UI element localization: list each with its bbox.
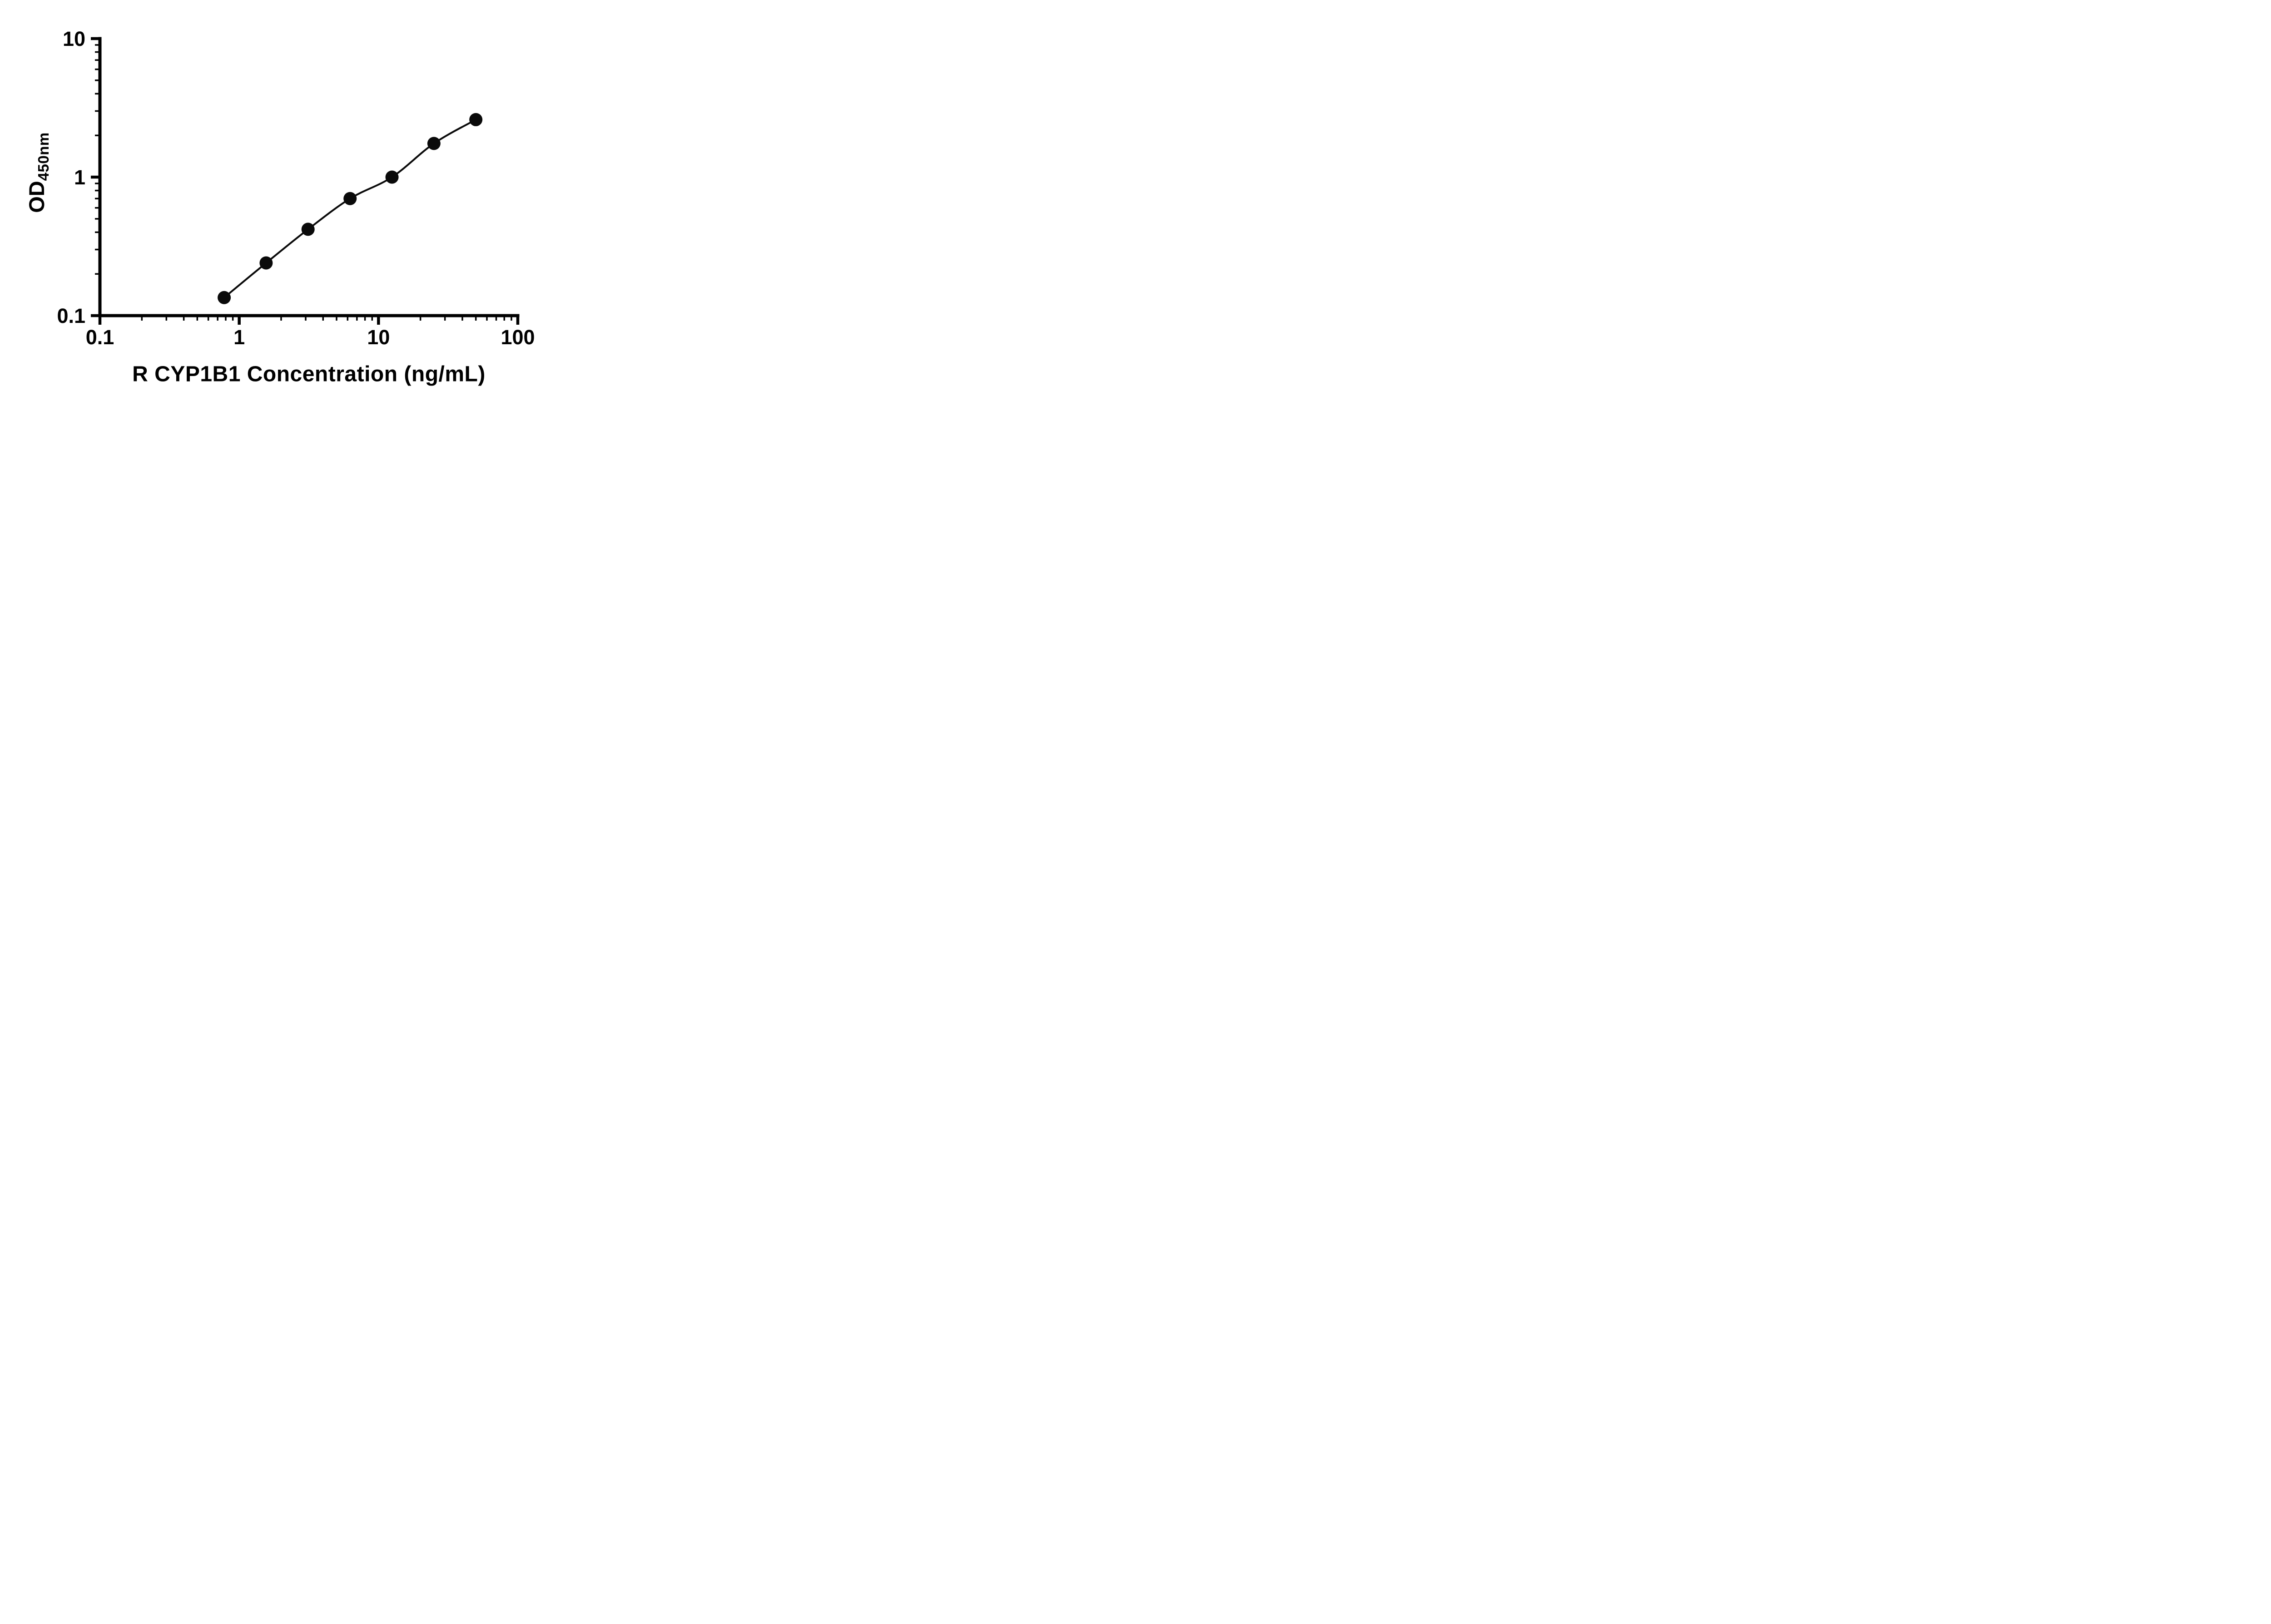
x-axis-title: R CYP1B1 Concentration (ng/mL) xyxy=(132,362,486,387)
data-point xyxy=(427,137,441,150)
y-tick-label: 10 xyxy=(63,27,85,50)
y-axis-title: OD450nm xyxy=(24,132,52,213)
x-tick-label: 0.1 xyxy=(86,326,114,349)
plot-canvas: 0.1 1 10 100 0.1 1 10 xyxy=(57,27,535,349)
data-point xyxy=(259,256,273,270)
axes-lines xyxy=(98,37,520,317)
x-tick-label: 1 xyxy=(233,326,245,349)
x-tick-label: 10 xyxy=(367,326,390,349)
y-axis-title-subscript: 450nm xyxy=(35,132,52,181)
y-tick-label: 1 xyxy=(74,166,85,189)
standard-curve-chart: 0.1 1 10 100 0.1 1 10 R CYP1B1 Concentration (… xyxy=(0,0,573,406)
data-point xyxy=(385,170,399,184)
y-tick-label: 0.1 xyxy=(57,304,85,327)
data-point xyxy=(301,223,315,236)
x-axis-title-text: R CYP1B1 Concentration (ng/mL) xyxy=(132,362,486,386)
data-point xyxy=(469,113,483,126)
x-tick-label: 100 xyxy=(501,326,535,349)
data-point xyxy=(343,192,357,205)
data-point xyxy=(218,291,231,304)
y-axis-title-text: OD xyxy=(25,181,49,213)
